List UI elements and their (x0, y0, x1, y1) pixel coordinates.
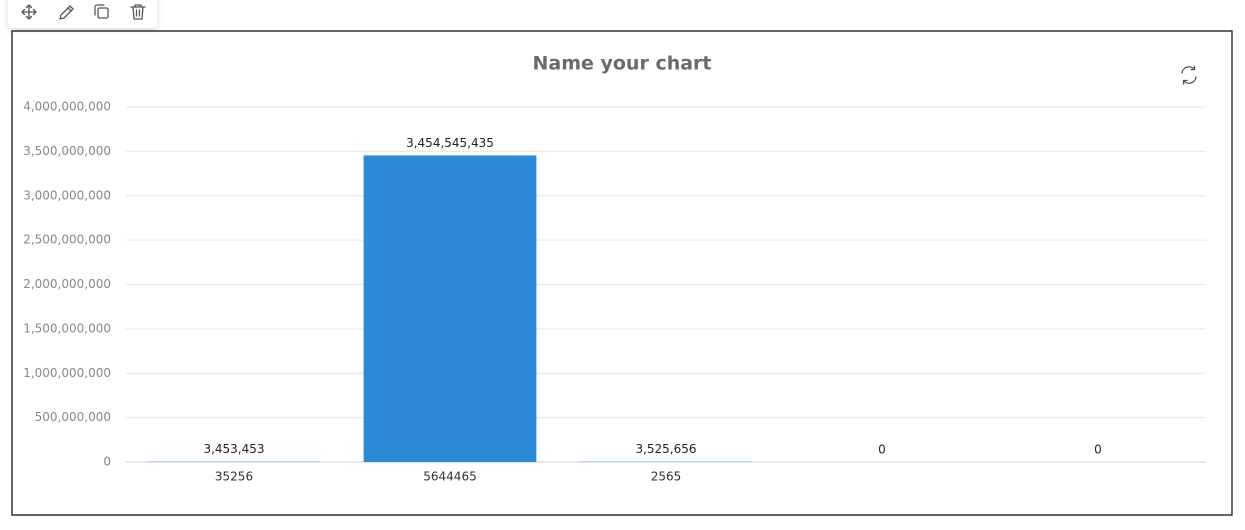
y-tick-label: 3,500,000,000 (23, 144, 111, 158)
chart-title: Name your chart (532, 53, 711, 75)
value-label: 3,454,545,435 (406, 136, 494, 150)
y-tick-label: 1,500,000,000 (23, 321, 111, 335)
value-label: 0 (1094, 443, 1102, 457)
x-tick-label: 35256 (215, 470, 253, 484)
y-tick-label: 4,000,000,000 (23, 100, 111, 114)
y-tick-label: 3,000,000,000 (23, 188, 111, 202)
y-tick-label: 2,000,000,000 (23, 277, 111, 291)
toolbar (8, 0, 157, 28)
value-label: 3,453,453 (203, 442, 264, 456)
y-tick-label: 2,500,000,000 (23, 233, 111, 247)
y-tick-label: 1,000,000,000 (23, 366, 111, 380)
chart-frame (12, 31, 1232, 515)
value-label: 0 (878, 443, 886, 457)
toolbar-bg (8, 0, 157, 28)
x-tick-label: 2565 (651, 470, 682, 484)
y-tick-label: 0 (103, 455, 111, 469)
value-label: 3,525,656 (635, 442, 696, 456)
y-tick-label: 500,000,000 (35, 410, 111, 424)
bar (364, 155, 537, 462)
x-tick-label: 5644465 (423, 470, 476, 484)
